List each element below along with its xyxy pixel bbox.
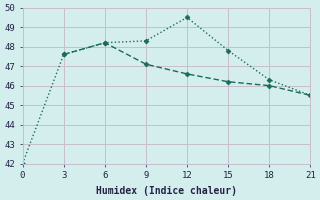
X-axis label: Humidex (Indice chaleur): Humidex (Indice chaleur) — [96, 186, 237, 196]
